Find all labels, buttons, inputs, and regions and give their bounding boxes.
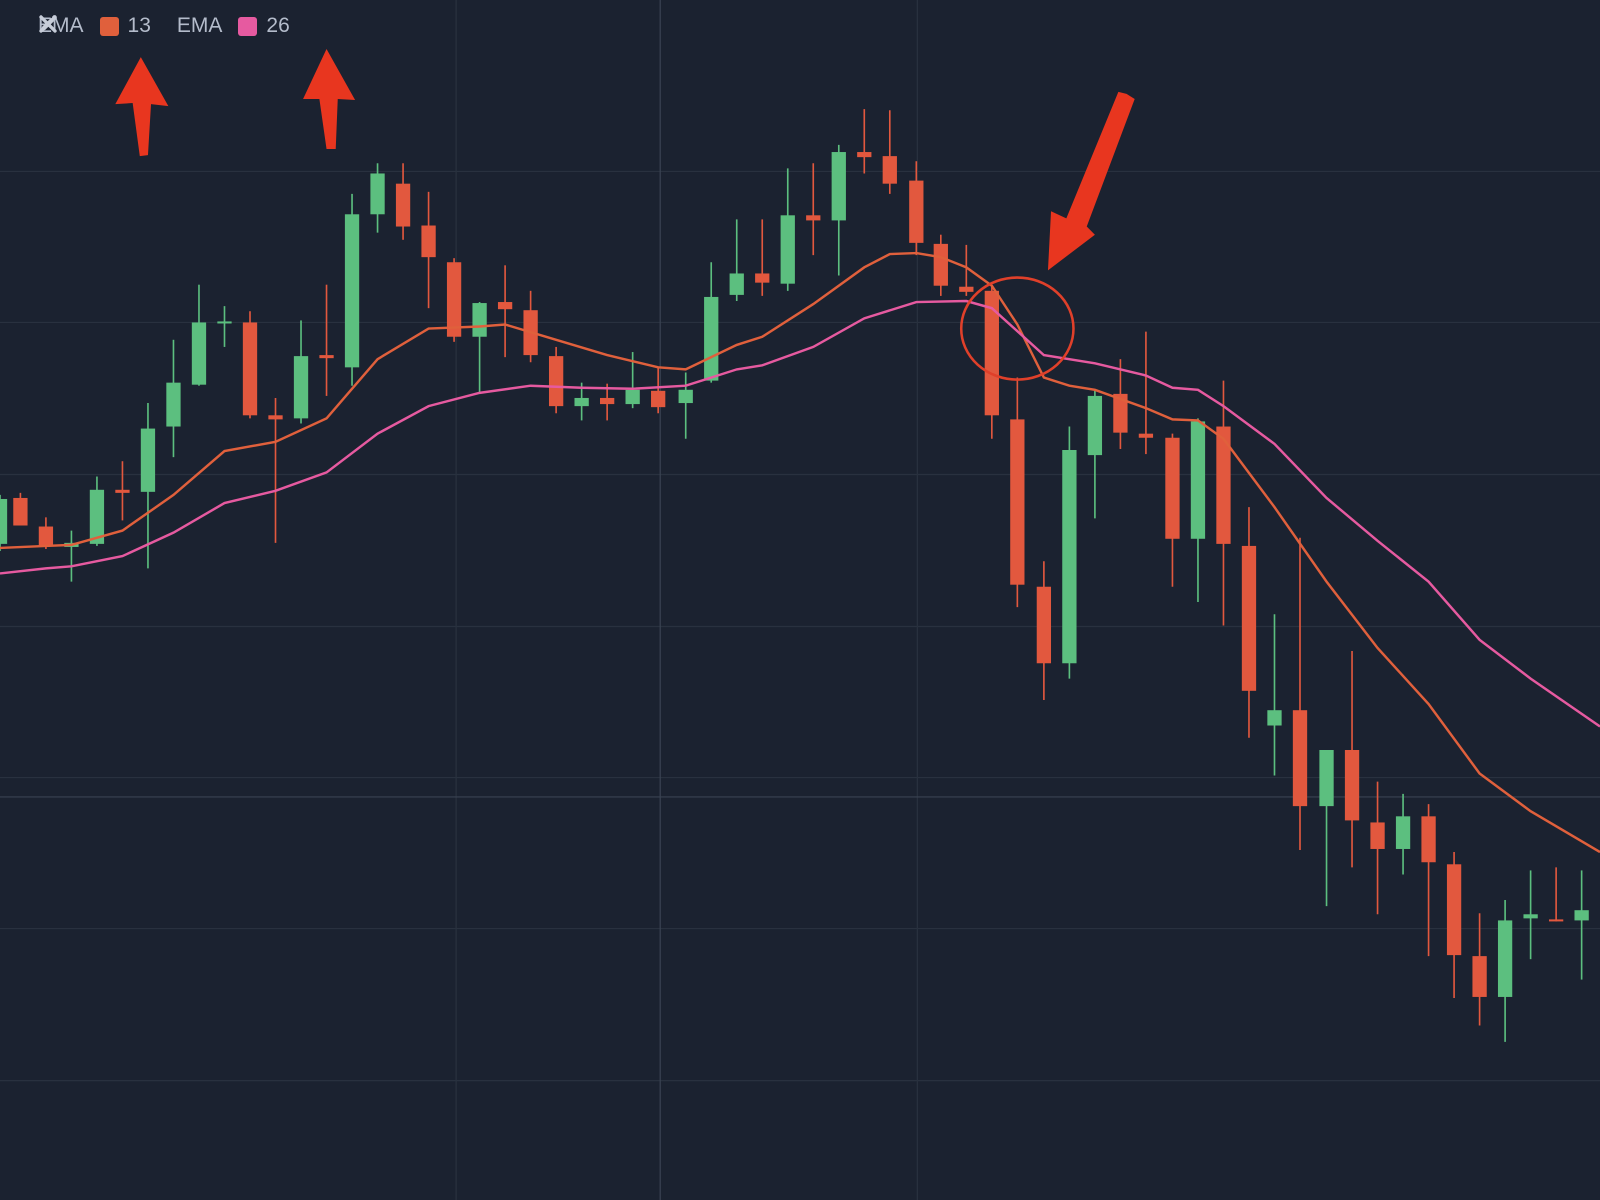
arrow — [303, 48, 356, 149]
candle-body — [1395, 816, 1411, 849]
arrow — [1047, 91, 1135, 271]
candle-body — [140, 428, 156, 492]
candle-body — [1319, 750, 1334, 807]
candle-body — [1241, 545, 1257, 691]
candle-body — [319, 355, 334, 359]
candle-body — [678, 389, 693, 404]
candle-body — [497, 302, 513, 310]
candle-body — [959, 286, 974, 292]
remove-icon[interactable] — [38, 14, 58, 34]
candle-body — [806, 215, 821, 221]
candle-body — [1548, 919, 1564, 922]
candle-body — [89, 489, 105, 544]
candle-body — [293, 356, 309, 419]
candle-body — [38, 526, 54, 546]
candle-body — [166, 382, 181, 427]
candle-body — [909, 180, 924, 243]
indicator-swatch — [238, 16, 258, 36]
candle-body — [191, 322, 207, 385]
candle-body — [1190, 421, 1206, 539]
candle-body — [1523, 914, 1538, 919]
candle-body — [704, 296, 719, 381]
candle-body — [548, 356, 564, 407]
candle-body — [1036, 586, 1052, 664]
candle-body — [446, 262, 462, 337]
candle-body — [882, 156, 897, 184]
candle-body — [1138, 433, 1154, 438]
indicator-period: 13 — [127, 14, 151, 37]
candle-body — [1472, 956, 1487, 997]
annotation-arrows — [115, 48, 1135, 271]
candle-body — [984, 290, 999, 416]
candle-body — [472, 303, 487, 337]
candle-body — [1165, 437, 1180, 539]
candle-body — [1087, 395, 1103, 456]
candle-body — [0, 498, 8, 544]
candle-body — [115, 489, 130, 493]
candle-body — [780, 215, 795, 284]
ema-line — [0, 299, 1600, 728]
candle-body — [1421, 816, 1436, 863]
candle-body — [1344, 750, 1360, 821]
candle-body — [625, 389, 640, 405]
highlight-circle — [959, 276, 1075, 381]
candle-body — [13, 497, 28, 526]
candle-body — [857, 152, 872, 158]
candle-body — [1216, 426, 1231, 544]
indicator-swatch — [99, 16, 119, 36]
candle-body — [370, 173, 385, 215]
candle-body — [1267, 710, 1282, 726]
candle-body — [755, 273, 770, 283]
candle-body — [729, 273, 744, 295]
candle-body — [217, 321, 232, 324]
candles — [0, 109, 1589, 1042]
candle-body — [242, 322, 258, 416]
candle-body — [421, 225, 436, 258]
candle-body — [574, 397, 589, 407]
candle-body — [395, 183, 411, 227]
candle-body — [1370, 822, 1385, 849]
candle-body — [1574, 910, 1589, 921]
indicator-legend: EMA 13 EMA 26 — [38, 14, 316, 38]
indicator-entry: EMA 26 — [39, 14, 304, 38]
candle-body — [268, 415, 283, 420]
indicator-period: 26 — [266, 14, 290, 37]
candle-body — [1113, 393, 1128, 433]
indicator-label: EMA — [176, 14, 223, 37]
candle-body — [1292, 710, 1308, 807]
candle-body — [831, 152, 846, 221]
arrow — [115, 57, 169, 157]
candle-body — [344, 214, 360, 368]
candle-body — [1062, 450, 1077, 664]
candle-body — [933, 243, 948, 286]
candle-body — [1446, 864, 1462, 956]
candle-body — [651, 390, 666, 408]
candle-body — [1010, 419, 1025, 585]
candle-body — [1497, 920, 1513, 997]
ema-line — [0, 251, 1600, 854]
candle-body — [600, 397, 615, 405]
